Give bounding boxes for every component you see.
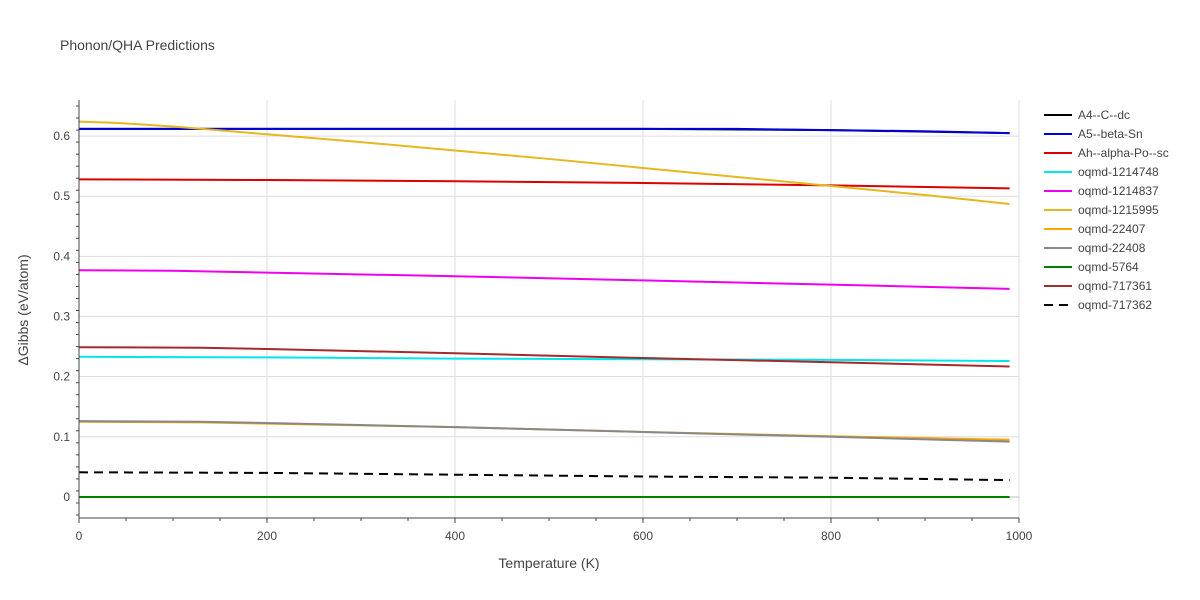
series-line-oqmd-717362 <box>78 471 1010 482</box>
legend-label: oqmd-22407 <box>1078 222 1146 236</box>
x-tick-label: 600 <box>633 529 653 543</box>
legend-item[interactable]: oqmd-5764 <box>1044 260 1139 274</box>
axes: 0 200 400 600 800 1000 0 0.1 0.2 0.3 0.4 0.5 0.6 <box>53 100 1033 543</box>
x-axis-title: Temperature (K) <box>498 555 599 571</box>
y-tick-label: 0.2 <box>53 370 70 384</box>
legend-item[interactable]: Ah--alpha-Po--sc <box>1044 146 1169 160</box>
y-tick-label: 0.6 <box>53 129 70 143</box>
legend-label: A4--C--dc <box>1078 108 1130 122</box>
legend-item[interactable]: oqmd-717362 <box>1044 298 1152 312</box>
legend-item[interactable]: A5--beta-Sn <box>1044 127 1143 141</box>
y-tick-label: 0.1 <box>53 430 70 444</box>
series-line-oqmd-717361 <box>78 346 1010 368</box>
series-line-oqmd-22408 <box>78 420 1010 443</box>
x-tick-label: 0 <box>76 529 83 543</box>
plot-series <box>78 120 1010 498</box>
y-tick-label: 0.4 <box>53 249 70 263</box>
legend-item[interactable]: oqmd-1214837 <box>1044 184 1159 198</box>
legend-label: oqmd-717361 <box>1078 279 1152 293</box>
legend-item[interactable]: oqmd-1215995 <box>1044 203 1159 217</box>
y-tick-label: 0 <box>63 490 70 504</box>
x-tick-label: 1000 <box>1006 529 1033 543</box>
x-tick-label: 800 <box>821 529 841 543</box>
legend: A4--C--dc A5--beta-Sn Ah--alpha-Po--sc oqmd… <box>1044 108 1169 312</box>
legend-item[interactable]: A4--C--dc <box>1044 108 1130 122</box>
grid <box>79 100 1020 518</box>
legend-label: oqmd-1214837 <box>1078 184 1159 198</box>
legend-item[interactable]: oqmd-22407 <box>1044 222 1146 236</box>
series-line-oqmd-1215995 <box>78 120 1010 206</box>
series-line-oqmd-1214837 <box>78 269 1010 290</box>
legend-label: oqmd-717362 <box>1078 298 1152 312</box>
legend-item[interactable]: oqmd-22408 <box>1044 241 1146 255</box>
legend-label: Ah--alpha-Po--sc <box>1078 146 1169 160</box>
legend-label: oqmd-5764 <box>1078 260 1139 274</box>
legend-label: oqmd-1214748 <box>1078 165 1159 179</box>
legend-item[interactable]: oqmd-1214748 <box>1044 165 1159 179</box>
series-line-Ah--alpha-Po--sc <box>78 178 1010 190</box>
legend-label: oqmd-22408 <box>1078 241 1146 255</box>
y-axis-title: ΔGibbs (eV/atom) <box>15 254 31 365</box>
series-line-A5--beta-Sn <box>79 127 1010 135</box>
y-tick-label: 0.5 <box>53 189 70 203</box>
chart-title: Phonon/QHA Predictions <box>60 37 215 53</box>
x-tick-label: 400 <box>445 529 465 543</box>
series-line-oqmd-1214748 <box>78 355 1010 363</box>
legend-item[interactable]: oqmd-717361 <box>1044 279 1152 293</box>
y-tick-label: 0.3 <box>53 310 70 324</box>
legend-label: oqmd-1215995 <box>1078 203 1159 217</box>
legend-label: A5--beta-Sn <box>1078 127 1143 141</box>
x-tick-label: 200 <box>257 529 277 543</box>
